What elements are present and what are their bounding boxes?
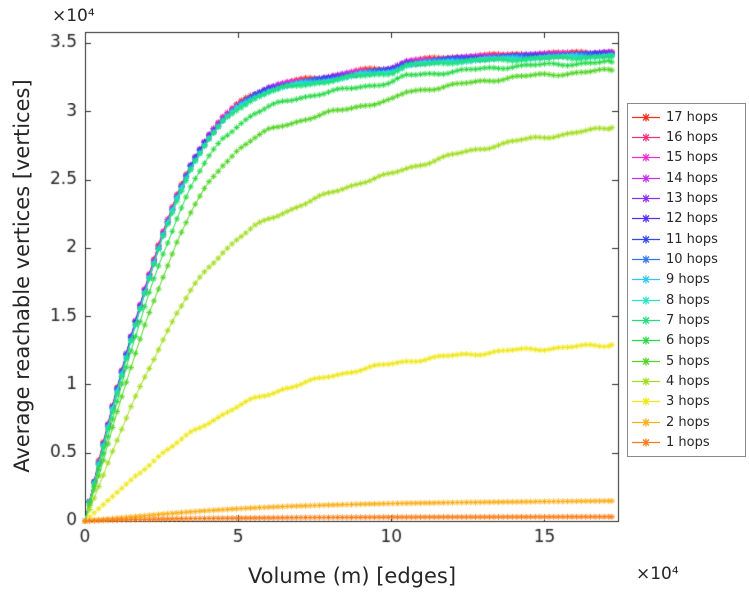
series-line-marker-icon bbox=[632, 275, 660, 284]
series-line-marker-icon bbox=[632, 255, 660, 264]
series-line-marker-icon bbox=[632, 357, 660, 366]
legend-label: 15 hops bbox=[666, 150, 718, 166]
legend-entry: 1 hops bbox=[631, 433, 745, 452]
y-axis-exponent: ×10⁴ bbox=[52, 6, 95, 26]
series-line-marker-icon bbox=[632, 377, 660, 386]
legend-entry: 10 hops bbox=[631, 250, 745, 269]
legend-entry: 17 hops bbox=[631, 108, 745, 127]
legend-entry: 9 hops bbox=[631, 270, 745, 289]
legend-entry: 11 hops bbox=[631, 230, 745, 249]
series-line-marker-icon bbox=[632, 194, 660, 203]
legend-label: 8 hops bbox=[666, 292, 710, 308]
series-line-marker-icon bbox=[632, 438, 660, 447]
legend-entry: 7 hops bbox=[631, 311, 745, 330]
legend-entry: 4 hops bbox=[631, 372, 745, 391]
series-line-marker-icon bbox=[632, 296, 660, 305]
y-axis-label: Average reachable vertices [vertices] bbox=[10, 79, 34, 473]
legend-entry: 12 hops bbox=[631, 209, 745, 228]
legend-label: 14 hops bbox=[666, 170, 718, 186]
legend-label: 12 hops bbox=[666, 211, 718, 227]
series-line-marker-icon bbox=[632, 174, 660, 183]
series-line-marker-icon bbox=[632, 418, 660, 427]
legend-label: 5 hops bbox=[666, 353, 710, 369]
legend-label: 2 hops bbox=[666, 414, 710, 430]
legend-entry: 16 hops bbox=[631, 128, 745, 147]
legend-label: 7 hops bbox=[666, 313, 710, 329]
series-line-marker-icon bbox=[632, 397, 660, 406]
legend-label: 6 hops bbox=[666, 333, 710, 349]
series-line-marker-icon bbox=[632, 336, 660, 345]
legend-entry: 13 hops bbox=[631, 189, 745, 208]
series-line-marker-icon bbox=[632, 153, 660, 162]
legend: 17 hops 16 hops 15 hops 14 hops 13 hops 12 ho… bbox=[627, 103, 746, 457]
series-line-marker-icon bbox=[632, 214, 660, 223]
legend-label: 9 hops bbox=[666, 272, 710, 288]
legend-entry: 3 hops bbox=[631, 392, 745, 411]
legend-entry: 14 hops bbox=[631, 169, 745, 188]
legend-entry: 6 hops bbox=[631, 331, 745, 350]
x-axis-exponent: ×10⁴ bbox=[636, 564, 679, 584]
series-line-marker-icon bbox=[632, 113, 660, 122]
legend-label: 16 hops bbox=[666, 130, 718, 146]
series-line-marker-icon bbox=[632, 133, 660, 142]
series-line-marker-icon bbox=[632, 235, 660, 244]
legend-label: 3 hops bbox=[666, 394, 710, 410]
legend-label: 17 hops bbox=[666, 109, 718, 125]
legend-label: 10 hops bbox=[666, 252, 718, 268]
legend-label: 4 hops bbox=[666, 374, 710, 390]
legend-entry: 8 hops bbox=[631, 291, 745, 310]
legend-entry: 15 hops bbox=[631, 148, 745, 167]
series-line-marker-icon bbox=[632, 316, 660, 325]
legend-label: 13 hops bbox=[666, 191, 718, 207]
legend-entry: 2 hops bbox=[631, 413, 745, 432]
x-axis-label: Volume (m) [edges] bbox=[247, 564, 457, 588]
legend-label: 11 hops bbox=[666, 231, 718, 247]
legend-entry: 5 hops bbox=[631, 352, 745, 371]
legend-label: 1 hops bbox=[666, 435, 710, 451]
